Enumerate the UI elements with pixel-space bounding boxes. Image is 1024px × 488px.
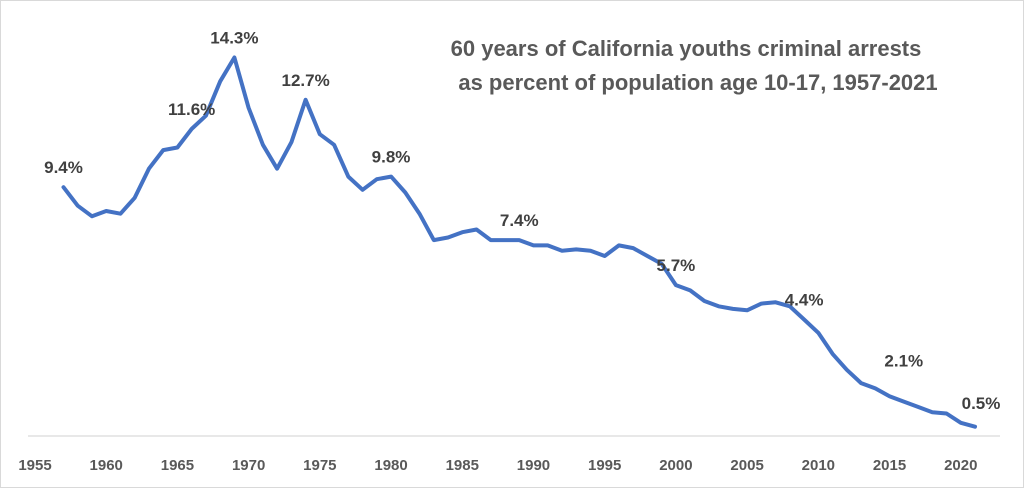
chart-title-line-2: as percent of population age 10-17, 1957… [458, 70, 937, 95]
x-tick-label-1970: 1970 [232, 457, 265, 474]
data-label-1974: 12.7% [282, 71, 330, 90]
data-label-1969: 14.3% [210, 28, 258, 47]
x-tick-label-1955: 1955 [18, 457, 51, 474]
data-label-1966: 11.6% [168, 100, 215, 119]
x-tick-label-1975: 1975 [303, 457, 336, 474]
x-axis-ticks: 1955 1960 1965 1970 1975 1980 1985 1990 1995 2000… [18, 457, 977, 474]
x-tick-label-1960: 1960 [90, 457, 123, 474]
data-label-1957: 9.4% [44, 158, 83, 177]
x-tick-label-1980: 1980 [374, 457, 407, 474]
data-label-1980: 9.8% [372, 148, 411, 167]
x-tick-label-1965: 1965 [161, 457, 194, 474]
x-tick-label-1985: 1985 [446, 457, 479, 474]
x-tick-label-1990: 1990 [517, 457, 550, 474]
chart-title-line-1: 60 years of California youths criminal a… [451, 36, 922, 61]
series-line [61, 55, 977, 429]
x-tick-label-2000: 2000 [659, 457, 692, 474]
x-tick-label-2015: 2015 [873, 457, 906, 474]
data-label-2000: 5.7% [657, 256, 696, 275]
data-label-2009: 4.4% [785, 291, 824, 310]
data-label-2021: 0.5% [962, 394, 1001, 413]
data-label-1989: 7.4% [500, 211, 539, 230]
x-tick-label-2010: 2010 [802, 457, 835, 474]
data-label-2016: 2.1% [884, 351, 923, 370]
x-tick-label-1995: 1995 [588, 457, 621, 474]
x-tick-label-2005: 2005 [730, 457, 763, 474]
data-labels: 9.4% 11.6% 14.3% 12.7% 9.8% 7.4% 5.7% 4.4% 2.1% 0… [44, 28, 1000, 412]
x-tick-label-2020: 2020 [944, 457, 977, 474]
